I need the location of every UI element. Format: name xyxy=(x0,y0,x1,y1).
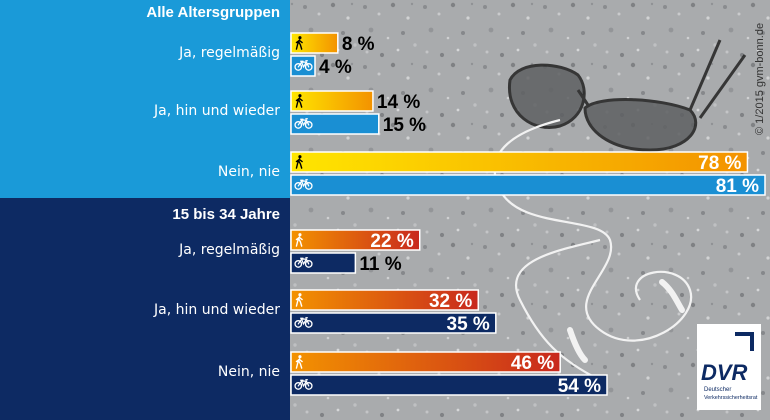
bar-bicycle xyxy=(290,312,497,334)
chart-panel-2: 15 bis 34 Jahre Ja, regelmäßig 22 %11 % Ja,… xyxy=(0,198,608,420)
dvr-logo-caption-1: Deutscher xyxy=(704,387,731,393)
dvr-logo-caption-2: Verkehrssicherheitsrat xyxy=(704,395,758,401)
chart-panel-1: Alle Altersgruppen Ja, regelmäßig 8 %4 % Ja… xyxy=(0,0,766,198)
bar-pedestrian xyxy=(290,151,749,173)
chart-title: Alle Altersgruppen xyxy=(146,4,280,21)
panel-background xyxy=(0,198,290,420)
bar-bicycle xyxy=(290,252,357,274)
bar-bicycle xyxy=(290,374,608,396)
bar-pedestrian xyxy=(290,90,374,112)
dvr-logo: DVR Deutscher Verkehrssicherheitsrat xyxy=(697,324,761,410)
data-label: 15 % xyxy=(383,115,426,136)
data-label: 11 % xyxy=(359,254,401,275)
copyright-credit: © 1/2015 gvm-bonn.de xyxy=(754,23,766,135)
data-label: 8 % xyxy=(342,34,375,55)
bar-pedestrian xyxy=(290,229,421,251)
sunglasses-icon xyxy=(508,39,747,152)
arrow-icon xyxy=(735,332,754,351)
data-label: 32 % xyxy=(429,291,472,312)
chart-title: 15 bis 34 Jahre xyxy=(172,206,280,223)
category-label: Ja, hin und wieder xyxy=(153,103,280,119)
bar-bicycle xyxy=(290,113,380,135)
data-label: 22 % xyxy=(370,231,413,252)
bar-pedestrian xyxy=(290,351,561,373)
category-label: Nein, nie xyxy=(218,164,280,180)
bar-bicycle xyxy=(290,174,766,196)
category-label: Ja, regelmäßig xyxy=(178,242,280,258)
bar-pedestrian xyxy=(290,289,480,311)
category-label: Ja, regelmäßig xyxy=(178,45,280,61)
category-label: Nein, nie xyxy=(218,364,280,380)
data-label: 4 % xyxy=(319,57,352,78)
data-label: 35 % xyxy=(447,314,490,335)
data-label: 81 % xyxy=(716,176,759,197)
data-label: 78 % xyxy=(698,153,741,174)
data-label: 14 % xyxy=(377,92,420,113)
bar-pedestrian xyxy=(290,32,339,54)
data-label: 54 % xyxy=(558,376,601,397)
category-label: Ja, hin und wieder xyxy=(153,302,280,318)
panel-background xyxy=(0,0,290,198)
data-label: 46 % xyxy=(511,353,554,374)
dvr-logo-text: DVR xyxy=(701,360,748,385)
